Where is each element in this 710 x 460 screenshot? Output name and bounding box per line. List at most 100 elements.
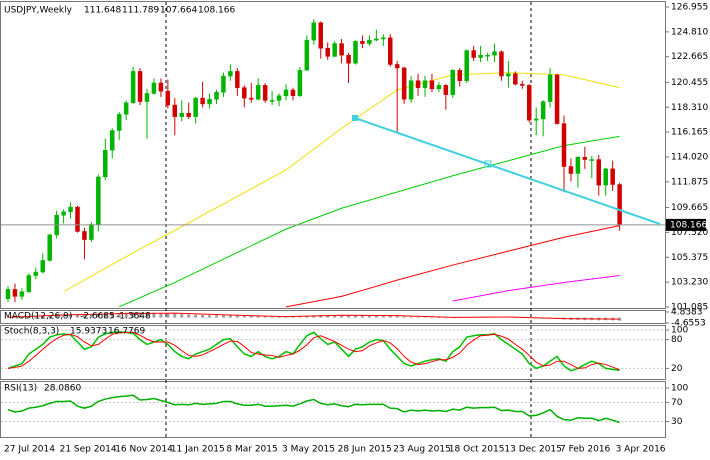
- y-tick-label: -4.6553: [671, 319, 706, 329]
- macd-bar: [20, 316, 24, 318]
- macd-bar: [124, 312, 128, 318]
- candle-body: [367, 39, 372, 44]
- macd-bar: [284, 316, 288, 318]
- candle-body: [110, 130, 115, 151]
- candle-body: [318, 22, 323, 49]
- macd-bar: [159, 312, 163, 318]
- trend-handle[interactable]: [352, 115, 358, 121]
- candle-body: [158, 82, 164, 92]
- macd-bar: [110, 313, 114, 318]
- macd-bar: [437, 317, 441, 318]
- candle-body: [401, 67, 407, 100]
- high-reading: 111.789: [122, 6, 159, 16]
- close-reading: 108.166: [198, 6, 235, 16]
- macd-bar: [34, 316, 38, 318]
- candle-body: [457, 70, 462, 81]
- candle-body: [311, 22, 317, 41]
- macd-bar: [201, 314, 205, 318]
- candle-body: [443, 85, 449, 95]
- trend-handle[interactable]: [484, 160, 492, 168]
- y-tick-label: 70: [671, 398, 683, 408]
- candle-body: [520, 83, 525, 86]
- macd-bar: [69, 314, 73, 318]
- macd-bar: [138, 312, 142, 318]
- candle-body: [575, 156, 581, 174]
- candle-body: [137, 71, 143, 102]
- macd-bar: [89, 314, 93, 318]
- macd-bar: [423, 317, 427, 318]
- y-tick-label: 4.8383: [671, 308, 703, 318]
- candle-body: [478, 54, 483, 58]
- candle-body: [172, 104, 178, 117]
- macd-bar: [131, 312, 135, 318]
- x-tick-label: 16 Nov 2014: [115, 445, 173, 455]
- macd-bar: [444, 317, 448, 319]
- candle-body: [228, 71, 233, 77]
- macd-bar: [187, 314, 191, 318]
- candle-body: [339, 43, 344, 56]
- candle-body: [589, 159, 595, 161]
- macd-bar: [249, 315, 253, 318]
- candle-body: [450, 70, 456, 95]
- stoch-reading: 15.9373: [70, 327, 107, 337]
- candle-body: [130, 71, 136, 103]
- candle-body: [499, 51, 504, 77]
- y-tick-label: 111.875: [671, 177, 708, 187]
- candle-body: [249, 97, 254, 100]
- macd-bar: [6, 317, 10, 318]
- macd-bar: [256, 316, 260, 318]
- candle-body: [304, 39, 310, 71]
- candle-body: [68, 206, 73, 212]
- candle-body: [353, 41, 358, 64]
- macd-bar: [298, 316, 302, 318]
- candle-body: [151, 82, 157, 94]
- candle-body: [408, 80, 414, 100]
- candle-body: [554, 74, 560, 124]
- y-tick-label: 114.020: [671, 153, 708, 163]
- plot-area: 126.955 124.810 122.665 120.455 118.310 116.1…: [1, 3, 708, 455]
- trend-line[interactable]: [354, 117, 661, 225]
- x-tick-label: 18 Oct 2015: [449, 445, 505, 455]
- y-tick-label: 20: [671, 364, 683, 374]
- macd-bar: [173, 313, 177, 318]
- macd-bar: [242, 315, 246, 318]
- macd-bar: [430, 317, 434, 318]
- candle-body: [33, 271, 39, 276]
- macd-bar: [416, 317, 420, 318]
- y-tick-label: 120.455: [671, 78, 708, 88]
- macd-bar: [180, 314, 184, 318]
- macd-reading: -2.6685: [80, 312, 115, 322]
- macd-panel: [0, 310, 666, 324]
- macd-bar: [291, 316, 295, 318]
- x-tick-label: 23 Aug 2015: [393, 445, 451, 455]
- macd-bar: [145, 312, 149, 318]
- candle-body: [603, 168, 608, 186]
- macd-bar: [395, 315, 399, 318]
- macd-bar: [27, 316, 31, 318]
- stoch-title: Stoch(8,3,3): [4, 327, 59, 337]
- candle-body: [165, 90, 171, 106]
- macd-bar: [381, 315, 385, 318]
- y-tick-label: 101.085: [671, 303, 708, 313]
- macd-bar: [319, 315, 323, 318]
- stoch-main: [7, 331, 620, 372]
- last-price-box: [666, 218, 706, 231]
- moving-average: [63, 72, 620, 293]
- x-tick-label: 7 Feb 2016: [560, 445, 611, 455]
- x-tick-label: 27 Jul 2014: [4, 445, 55, 455]
- macd-bar: [82, 314, 86, 318]
- candle-body: [381, 37, 386, 40]
- x-tick-label: 3 Apr 2016: [616, 445, 666, 455]
- chart-title: USDJPY,Weekly: [4, 6, 73, 16]
- candle-body: [116, 114, 122, 131]
- candle-body: [123, 102, 129, 115]
- candle-body: [471, 50, 476, 58]
- candle-body: [436, 85, 442, 90]
- candle-body: [144, 93, 150, 102]
- macd-bar: [305, 315, 309, 318]
- macd-bar: [221, 315, 225, 318]
- candle-body: [40, 260, 45, 273]
- candle-body: [492, 51, 497, 56]
- macd-bar: [374, 315, 378, 318]
